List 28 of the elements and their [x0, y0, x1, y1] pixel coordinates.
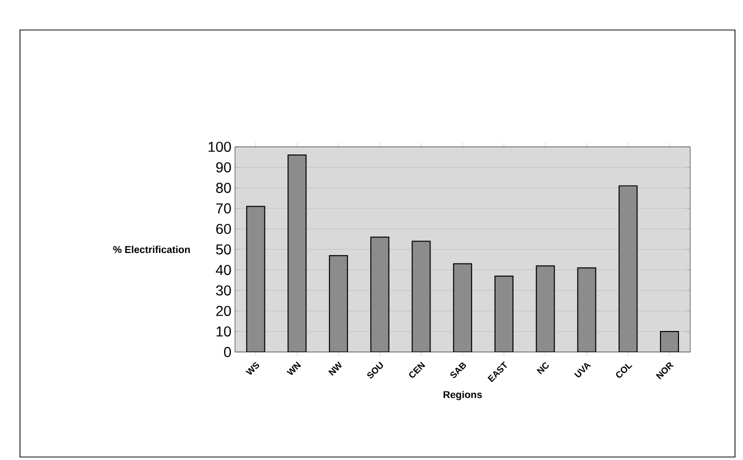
- x-tick-label: NW: [328, 361, 342, 376]
- y-tick-label: 80: [216, 182, 231, 193]
- y-tick-label: 30: [216, 285, 231, 296]
- x-tick-label: WN: [286, 362, 302, 376]
- y-tick-label: 100: [208, 142, 231, 152]
- bar: [577, 267, 596, 352]
- y-tick-label: 40: [216, 264, 231, 276]
- bar: [288, 154, 307, 352]
- x-tick-label: NC: [536, 362, 549, 374]
- bar: [412, 240, 431, 352]
- y-tick-label: 10: [216, 326, 231, 337]
- y-tick-label: 70: [216, 203, 231, 214]
- bar: [453, 263, 472, 352]
- bar: [328, 255, 348, 352]
- y-tick-label: 50: [216, 244, 231, 254]
- x-tick-label: UVA: [574, 362, 591, 378]
- x-axis-title: Regions: [444, 390, 482, 400]
- y-axis-title: % Electrification: [113, 246, 190, 254]
- y-tick-label: 60: [216, 224, 231, 234]
- y-tick-label: 20: [216, 306, 231, 316]
- bar: [370, 236, 390, 352]
- x-tick-label: COL: [616, 364, 632, 378]
- bar: [536, 265, 555, 352]
- y-tick-label: 90: [216, 162, 231, 172]
- y-tick-label: 0: [224, 346, 231, 358]
- bar: [618, 185, 638, 352]
- x-tick-label: WS: [246, 362, 260, 375]
- bar: [494, 276, 514, 352]
